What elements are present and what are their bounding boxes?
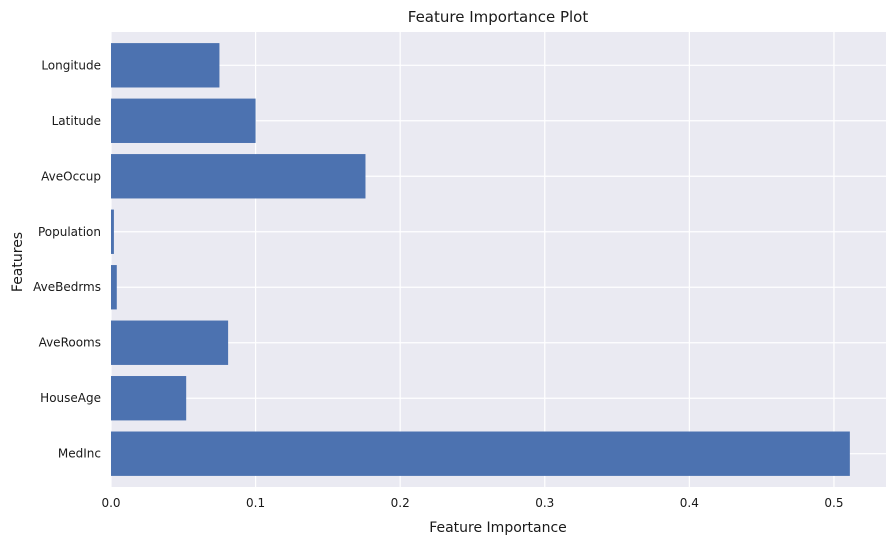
y-tick-label: AveRooms	[39, 336, 101, 350]
x-tick-label: 0.4	[680, 496, 699, 510]
bar-averooms	[111, 320, 229, 365]
y-tick-label: AveBedrms	[33, 280, 101, 294]
bar-aveoccup	[111, 154, 366, 199]
x-tick-label: 0.5	[824, 496, 843, 510]
x-tick-label: 0.3	[535, 496, 554, 510]
bar-latitude	[111, 98, 256, 143]
bar-medinc	[111, 431, 850, 476]
y-tick-label: Population	[38, 225, 101, 239]
x-axis-label: Feature Importance	[429, 520, 567, 536]
x-tick-label: 0.0	[101, 496, 120, 510]
y-axis-label: Features	[10, 232, 26, 292]
x-tick-labels: 0.0 0.1 0.2 0.3 0.4 0.5	[101, 496, 843, 510]
bar-longitude	[111, 43, 220, 88]
x-tick-label: 0.2	[391, 496, 410, 510]
x-tick-label: 0.1	[246, 496, 265, 510]
bar-avebedrms	[111, 265, 117, 310]
y-tick-label: HouseAge	[40, 391, 101, 405]
y-tick-labels: MedInc HouseAge AveRooms AveBedrms Populatio…	[33, 58, 101, 460]
bars	[111, 43, 850, 476]
bar-houseage	[111, 376, 187, 421]
grid-lines	[110, 32, 886, 487]
y-tick-label: Longitude	[41, 58, 101, 72]
bar-population	[111, 209, 114, 254]
y-tick-label: MedInc	[58, 447, 101, 461]
y-tick-label: AveOccup	[41, 169, 101, 183]
chart-title: Feature Importance Plot	[408, 8, 589, 26]
y-tick-label: Latitude	[52, 114, 101, 128]
